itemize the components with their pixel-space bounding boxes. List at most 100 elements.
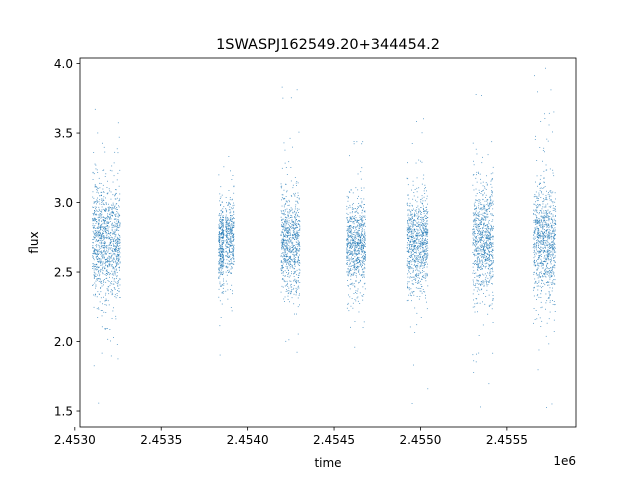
data-point: [355, 229, 357, 230]
data-point: [484, 245, 486, 247]
data-point: [411, 229, 413, 230]
data-point: [230, 241, 232, 243]
data-point: [229, 247, 230, 249]
data-point: [229, 222, 230, 224]
data-point: [288, 261, 290, 262]
data-point: [359, 205, 360, 207]
data-point: [100, 214, 102, 216]
data-point: [283, 254, 285, 256]
data-point: [475, 212, 476, 214]
data-point: [480, 249, 482, 251]
data-point: [283, 248, 285, 250]
data-point: [354, 215, 356, 216]
data-point: [293, 233, 295, 235]
data-point: [226, 235, 227, 237]
data-point: [419, 243, 421, 245]
data-point: [281, 231, 283, 233]
data-point: [474, 240, 476, 241]
data-point: [115, 233, 117, 235]
data-point: [478, 335, 480, 336]
data-point: [109, 212, 111, 214]
data-point: [95, 209, 97, 211]
data-point: [287, 247, 289, 249]
data-point: [218, 296, 220, 298]
data-point: [226, 233, 228, 234]
data-point: [358, 233, 360, 235]
data-point: [491, 236, 493, 238]
data-point: [414, 244, 415, 246]
data-point: [282, 274, 284, 276]
data-point: [110, 239, 112, 241]
data-point: [94, 295, 96, 297]
data-point: [95, 231, 97, 233]
data-point: [291, 297, 293, 299]
data-point: [426, 198, 428, 200]
data-point: [292, 258, 294, 260]
data-point: [231, 231, 233, 233]
data-point: [298, 244, 299, 246]
data-point: [288, 204, 290, 206]
data-point: [223, 251, 225, 253]
data-point: [119, 252, 121, 254]
data-point: [488, 256, 490, 258]
data-point: [427, 253, 429, 255]
data-point: [293, 273, 294, 275]
data-point: [297, 221, 299, 223]
data-point: [104, 300, 106, 301]
data-point: [111, 207, 113, 209]
data-point: [476, 257, 478, 259]
data-point: [299, 254, 300, 256]
data-point: [288, 250, 290, 252]
data-point: [112, 241, 114, 243]
data-point: [219, 241, 221, 243]
data-point: [103, 208, 105, 210]
data-point: [222, 287, 224, 289]
data-point: [472, 231, 474, 233]
data-point: [477, 253, 479, 254]
data-point: [118, 220, 119, 222]
data-point: [105, 218, 107, 220]
data-point: [296, 282, 297, 284]
data-point: [294, 177, 296, 178]
data-point: [478, 293, 480, 295]
data-point: [425, 263, 426, 265]
data-point: [112, 283, 114, 285]
data-point: [94, 210, 95, 211]
data-point: [292, 249, 294, 250]
data-point: [365, 219, 366, 220]
data-point: [416, 235, 417, 237]
data-point: [114, 254, 116, 256]
data-point: [93, 201, 95, 203]
data-point: [360, 219, 362, 220]
data-point: [92, 179, 94, 180]
data-point: [358, 238, 359, 240]
data-point: [347, 259, 349, 261]
data-point: [362, 238, 363, 239]
data-point: [114, 296, 116, 297]
data-point: [290, 217, 291, 218]
data-point: [225, 266, 227, 268]
data-point: [281, 225, 283, 227]
data-point: [294, 268, 295, 270]
data-point: [355, 268, 357, 270]
data-point: [422, 245, 424, 246]
data-point: [482, 208, 484, 210]
data-point: [112, 233, 114, 235]
data-point: [282, 240, 284, 242]
data-point: [475, 251, 477, 252]
data-point: [481, 250, 483, 252]
data-point: [481, 234, 482, 236]
data-point: [283, 204, 285, 206]
data-point: [292, 241, 294, 243]
data-point: [478, 275, 480, 277]
data-point: [98, 201, 100, 203]
data-point: [349, 236, 351, 237]
data-point: [414, 332, 416, 333]
data-point: [414, 307, 416, 309]
data-point: [354, 286, 356, 288]
data-point: [102, 235, 104, 237]
data-point: [347, 246, 348, 248]
data-point: [361, 230, 363, 232]
data-point: [475, 216, 477, 218]
data-point: [96, 264, 97, 265]
